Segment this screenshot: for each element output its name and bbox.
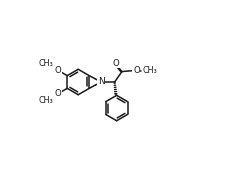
- Text: O: O: [54, 66, 61, 75]
- Text: O: O: [54, 89, 61, 98]
- Text: N: N: [98, 78, 104, 87]
- Text: O: O: [132, 66, 139, 75]
- Text: CH₃: CH₃: [39, 96, 54, 105]
- Text: CH₃: CH₃: [39, 59, 54, 68]
- Text: CH₃: CH₃: [142, 66, 156, 75]
- Text: O: O: [112, 59, 119, 68]
